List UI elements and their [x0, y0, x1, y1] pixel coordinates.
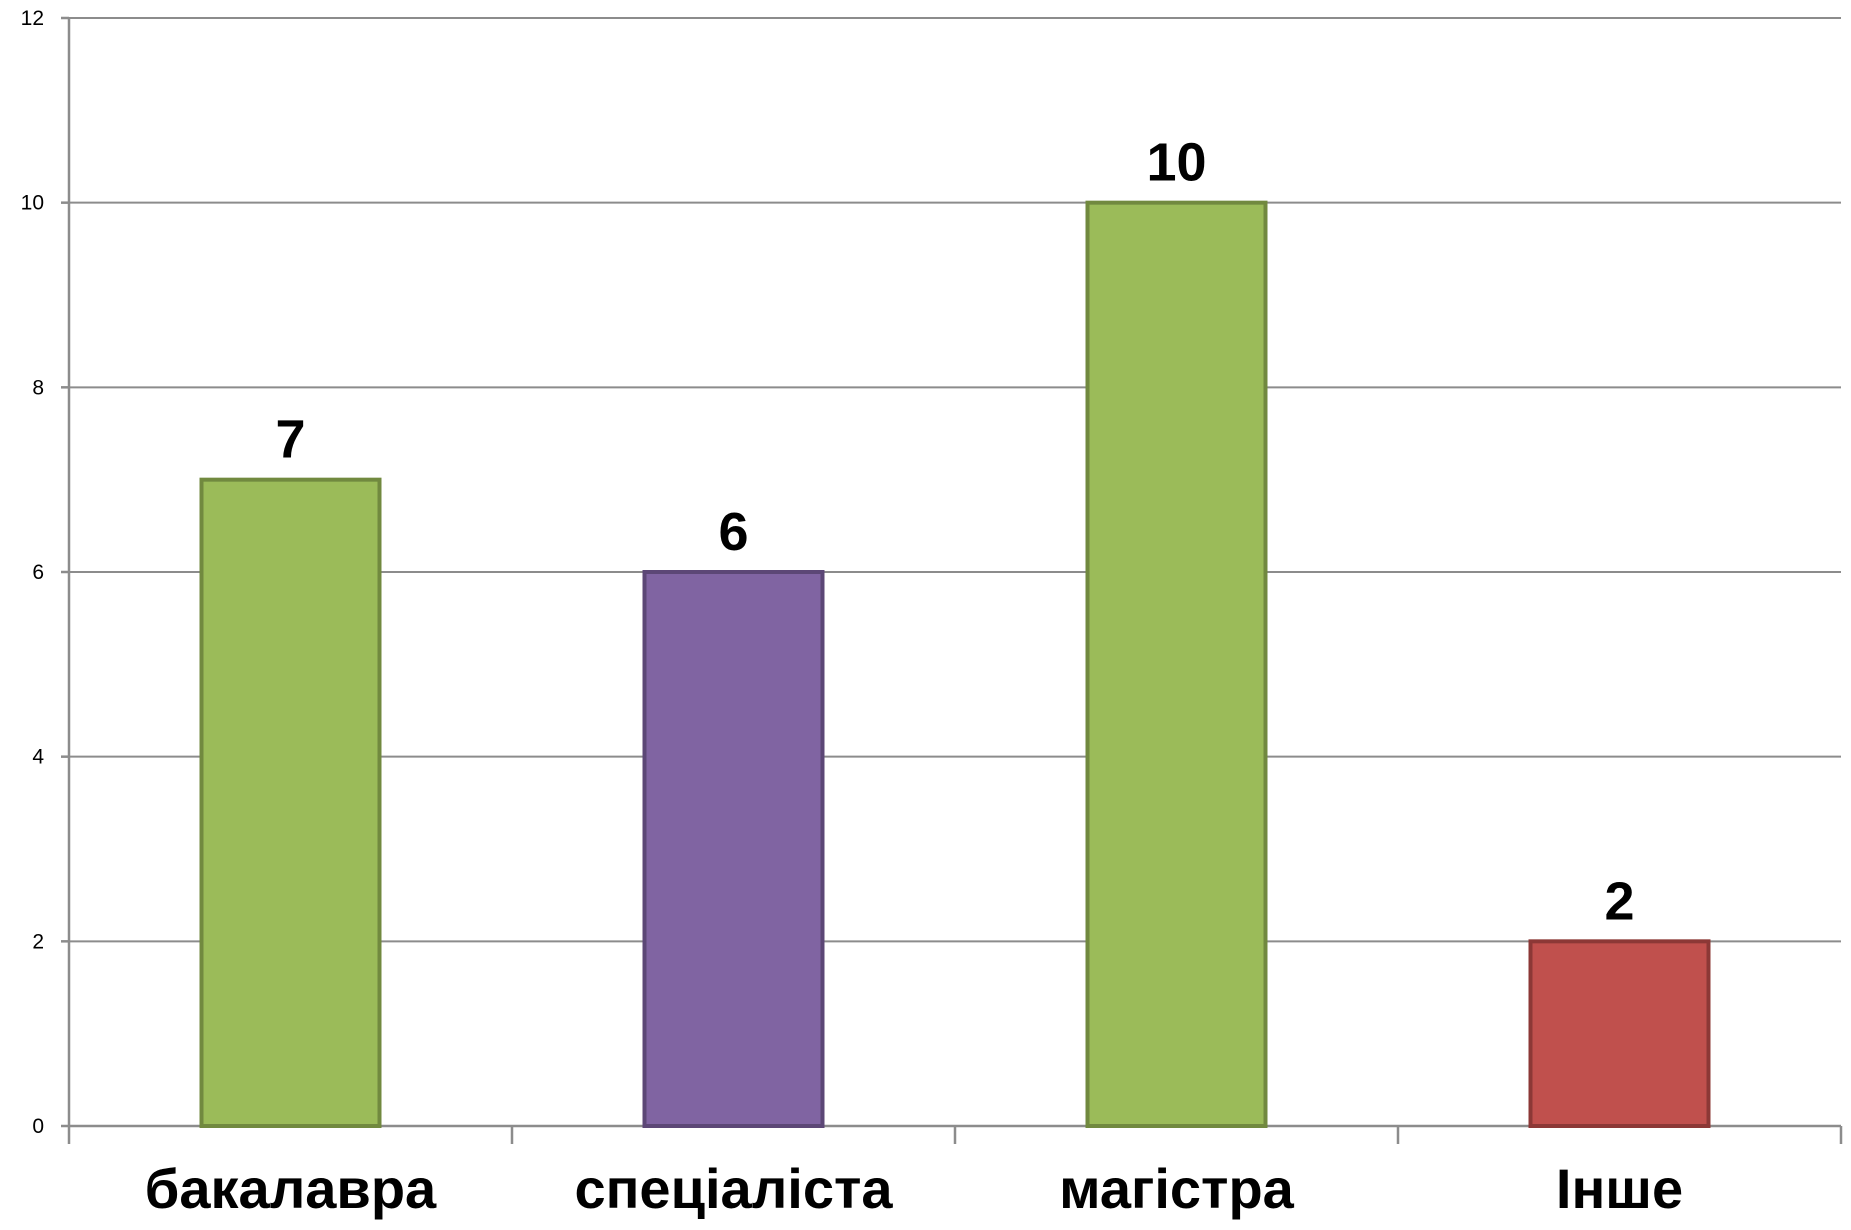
x-tick-label-спеціаліста: спеціаліста: [574, 1157, 893, 1220]
x-tick-label-бакалавра: бакалавра: [145, 1157, 437, 1220]
x-tick-label-інше: Інше: [1556, 1157, 1683, 1220]
y-axis-tick-labels: 0 2 4 6 8 10 12: [21, 7, 45, 1138]
y-tick-label-0: 0: [32, 1115, 44, 1138]
data-label-спеціаліста: 6: [718, 502, 748, 562]
bar-магістра: [1085, 200, 1268, 1128]
bars: [199, 200, 1711, 1128]
y-tick-label-2: 2: [32, 930, 44, 953]
bar-спеціаліста: [642, 570, 825, 1128]
data-label-інше: 2: [1604, 871, 1634, 931]
y-tick-label-12: 12: [21, 7, 44, 30]
y-tick-label-10: 10: [21, 192, 44, 215]
y-tick-label-8: 8: [32, 376, 44, 399]
bar-бакалавра: [199, 477, 382, 1128]
data-label-магістра: 10: [1146, 133, 1206, 193]
y-tick-label-4: 4: [32, 746, 44, 769]
bar-інше: [1528, 939, 1711, 1128]
y-tick-label-6: 6: [32, 561, 44, 584]
data-labels: 7 6 10 2: [275, 133, 1634, 932]
x-axis-tick-labels: бакалавра спеціаліста магістра Інше: [145, 1157, 1683, 1220]
x-tick-label-магістра: магістра: [1059, 1157, 1294, 1220]
data-label-бакалавра: 7: [275, 410, 305, 470]
